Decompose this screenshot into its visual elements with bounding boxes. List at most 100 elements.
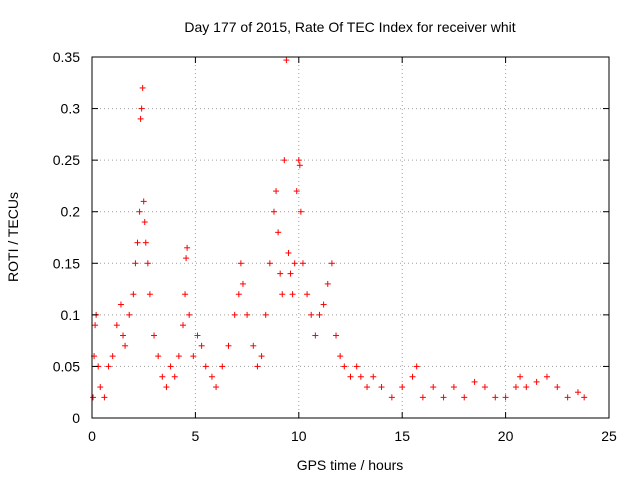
data-point <box>137 115 144 122</box>
data-point <box>304 291 311 298</box>
data-point <box>225 342 232 349</box>
data-point <box>139 84 146 91</box>
data-point <box>163 384 170 391</box>
y-axis-label: ROTI / TECUs <box>5 192 21 282</box>
data-point <box>347 373 354 380</box>
data-point <box>109 353 116 360</box>
data-point <box>419 394 426 401</box>
data-point <box>378 384 385 391</box>
data-point <box>183 255 190 262</box>
data-point <box>92 322 99 329</box>
data-point <box>341 363 348 370</box>
data-point <box>244 311 251 318</box>
data-point <box>262 311 269 318</box>
data-point <box>554 384 561 391</box>
data-point <box>90 394 97 401</box>
x-tick-label: 10 <box>291 428 307 444</box>
data-point <box>295 157 302 164</box>
data-point <box>142 239 149 246</box>
x-axis-label: GPS time / hours <box>297 457 404 473</box>
data-point <box>564 394 571 401</box>
data-point <box>141 219 148 226</box>
data-point <box>293 188 300 195</box>
data-point <box>235 291 242 298</box>
data-point <box>136 208 143 215</box>
data-point <box>296 162 303 169</box>
x-tick-label: 20 <box>498 428 514 444</box>
data-point <box>179 322 186 329</box>
data-point <box>151 332 158 339</box>
y-tick-label: 0 <box>72 410 80 426</box>
data-point <box>533 378 540 385</box>
data-point <box>492 394 499 401</box>
data-point <box>208 373 215 380</box>
data-point <box>101 394 108 401</box>
data-point <box>312 332 319 339</box>
data-point <box>324 280 331 287</box>
x-tick-label: 0 <box>88 428 96 444</box>
y-tick-labels: 0 0.05 0.1 0.15 0.2 0.25 0.3 0.35 <box>53 49 80 426</box>
data-point <box>287 270 294 277</box>
data-point <box>105 363 112 370</box>
data-point <box>275 229 282 236</box>
data-point <box>270 208 277 215</box>
data-point <box>285 249 292 256</box>
x-tick-label: 15 <box>394 428 410 444</box>
data-point <box>258 353 265 360</box>
data-point <box>146 291 153 298</box>
data-point <box>512 384 519 391</box>
data-point <box>337 353 344 360</box>
data-point <box>239 280 246 287</box>
data-point <box>194 332 201 339</box>
data-point <box>543 373 550 380</box>
data-point <box>440 394 447 401</box>
data-point <box>130 291 137 298</box>
data-point <box>281 157 288 164</box>
data-point <box>523 384 530 391</box>
data-point <box>299 260 306 267</box>
data-point <box>186 311 193 318</box>
data-point <box>140 198 147 205</box>
data-point <box>167 363 174 370</box>
data-point <box>97 384 104 391</box>
data-point <box>198 342 205 349</box>
data-point <box>254 363 261 370</box>
data-point <box>409 373 416 380</box>
data-point <box>159 373 166 380</box>
y-tick-label: 0.3 <box>61 101 81 117</box>
data-point <box>266 260 273 267</box>
data-point <box>328 260 335 267</box>
data-point <box>120 332 127 339</box>
y-tick-label: 0.35 <box>53 49 80 65</box>
x-tick-labels: 0 5 10 15 20 25 <box>88 428 617 444</box>
data-point <box>144 260 151 267</box>
data-point <box>277 270 284 277</box>
data-point <box>430 384 437 391</box>
data-point <box>213 384 220 391</box>
data-point <box>219 363 226 370</box>
y-tick-label: 0.25 <box>53 152 80 168</box>
data-point <box>471 378 478 385</box>
data-point <box>581 394 588 401</box>
data-point <box>308 311 315 318</box>
data-point <box>237 260 244 267</box>
data-point <box>461 394 468 401</box>
data-point <box>117 301 124 308</box>
data-point <box>132 260 139 267</box>
data-point <box>316 311 323 318</box>
data-point <box>190 353 197 360</box>
data-point <box>122 342 129 349</box>
data-point <box>517 373 524 380</box>
data-point <box>291 260 298 267</box>
grid-lines <box>92 57 609 418</box>
data-point <box>357 373 364 380</box>
chart-title: Day 177 of 2015, Rate Of TEC Index for r… <box>184 19 515 35</box>
data-point <box>502 394 509 401</box>
data-point <box>171 373 178 380</box>
data-point <box>370 373 377 380</box>
data-point <box>279 291 286 298</box>
data-point <box>184 244 191 251</box>
x-tick-label: 25 <box>601 428 617 444</box>
data-point <box>126 311 133 318</box>
data-point <box>399 384 406 391</box>
